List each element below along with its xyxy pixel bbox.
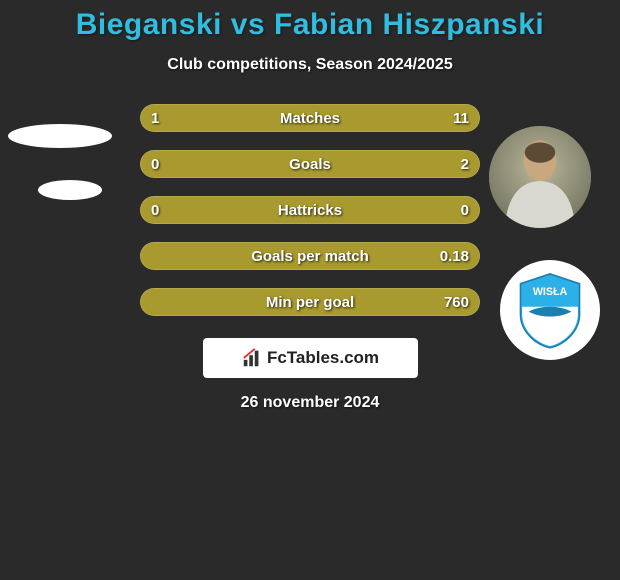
stat-right-value: 11 bbox=[453, 105, 469, 131]
stat-label: Goals per match bbox=[141, 243, 479, 269]
subtitle: Club competitions, Season 2024/2025 bbox=[0, 56, 620, 74]
stat-label: Goals bbox=[141, 151, 479, 177]
stat-right-value: 0.18 bbox=[440, 243, 469, 269]
fctables-logo: FcTables.com bbox=[203, 338, 418, 378]
stat-row: Min per goal760 bbox=[140, 288, 480, 316]
stat-row: 0Hattricks0 bbox=[140, 196, 480, 224]
logo-text: FcTables.com bbox=[267, 348, 379, 368]
stat-label: Matches bbox=[141, 105, 479, 131]
stat-row: 1Matches11 bbox=[140, 104, 480, 132]
stat-right-value: 760 bbox=[444, 289, 469, 315]
page-title: Bieganski vs Fabian Hiszpanski bbox=[0, 0, 620, 42]
title-text: Bieganski vs Fabian Hiszpanski bbox=[76, 8, 545, 41]
stat-right-value: 0 bbox=[461, 197, 469, 223]
bar-chart-icon bbox=[241, 347, 263, 369]
stat-row: 0Goals2 bbox=[140, 150, 480, 178]
stat-label: Hattricks bbox=[141, 197, 479, 223]
stat-label: Min per goal bbox=[141, 289, 479, 315]
stat-right-value: 2 bbox=[461, 151, 469, 177]
stats-area: 1Matches110Goals20Hattricks0Goals per ma… bbox=[0, 104, 620, 316]
stat-row: Goals per match0.18 bbox=[140, 242, 480, 270]
date-label: 26 november 2024 bbox=[0, 394, 620, 412]
